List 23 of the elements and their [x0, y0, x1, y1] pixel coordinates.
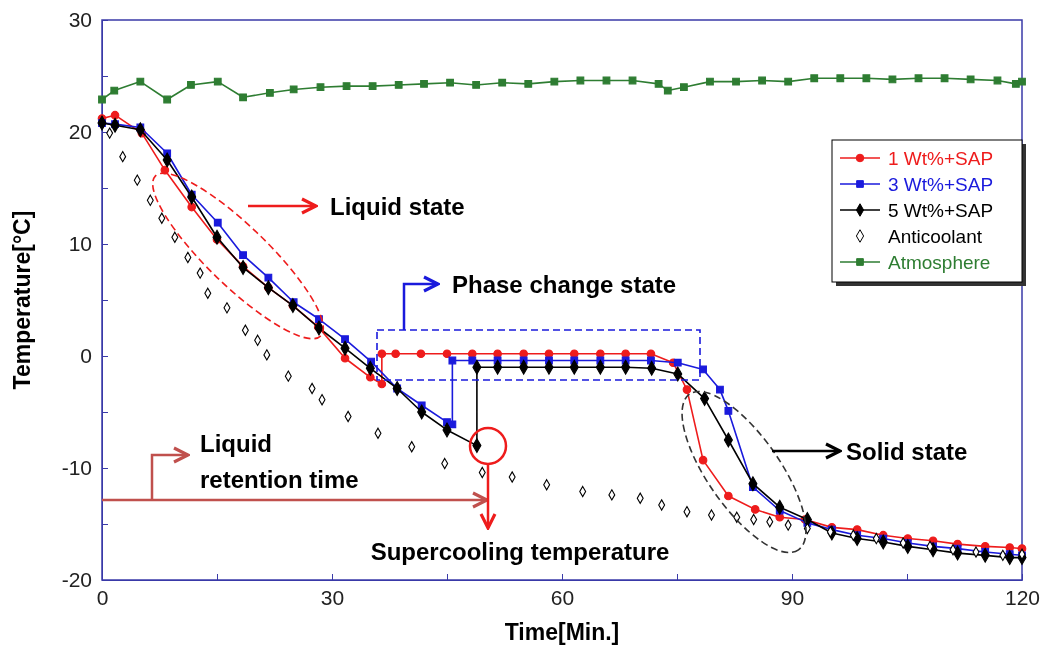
y-axis-title: Temperature[°C] — [9, 210, 35, 390]
legend-label: Anticoolant — [888, 226, 983, 247]
annotation: Liquid state — [330, 193, 465, 220]
x-axis-title: Time[Min.] — [504, 619, 620, 645]
annotation: Supercooling temperature — [370, 538, 670, 565]
y-tick-label: -10 — [61, 456, 92, 480]
annotation: Liquid retention time — [200, 430, 359, 493]
y-tick-label: 0 — [80, 344, 92, 368]
y-tick-label: 30 — [68, 8, 92, 32]
annotation: Phase change state — [452, 271, 677, 298]
y-tick-label: -20 — [61, 568, 92, 592]
legend-label: 3 Wt%+SAP — [888, 174, 994, 195]
x-tick-label: 60 — [550, 585, 575, 609]
x-tick-label: 0 — [96, 585, 109, 609]
annotation: Solid state — [846, 438, 968, 465]
legend-label: 1 Wt%+SAP — [888, 148, 994, 169]
x-tick-label: 120 — [1004, 585, 1041, 609]
x-tick-label: 30 — [320, 585, 345, 609]
y-tick-label: 10 — [68, 232, 92, 256]
x-tick-label: 90 — [780, 585, 805, 609]
legend-label: Atmosphere — [888, 252, 991, 273]
y-tick-label: 20 — [68, 120, 92, 144]
legend-label: 5 Wt%+SAP — [888, 200, 994, 221]
